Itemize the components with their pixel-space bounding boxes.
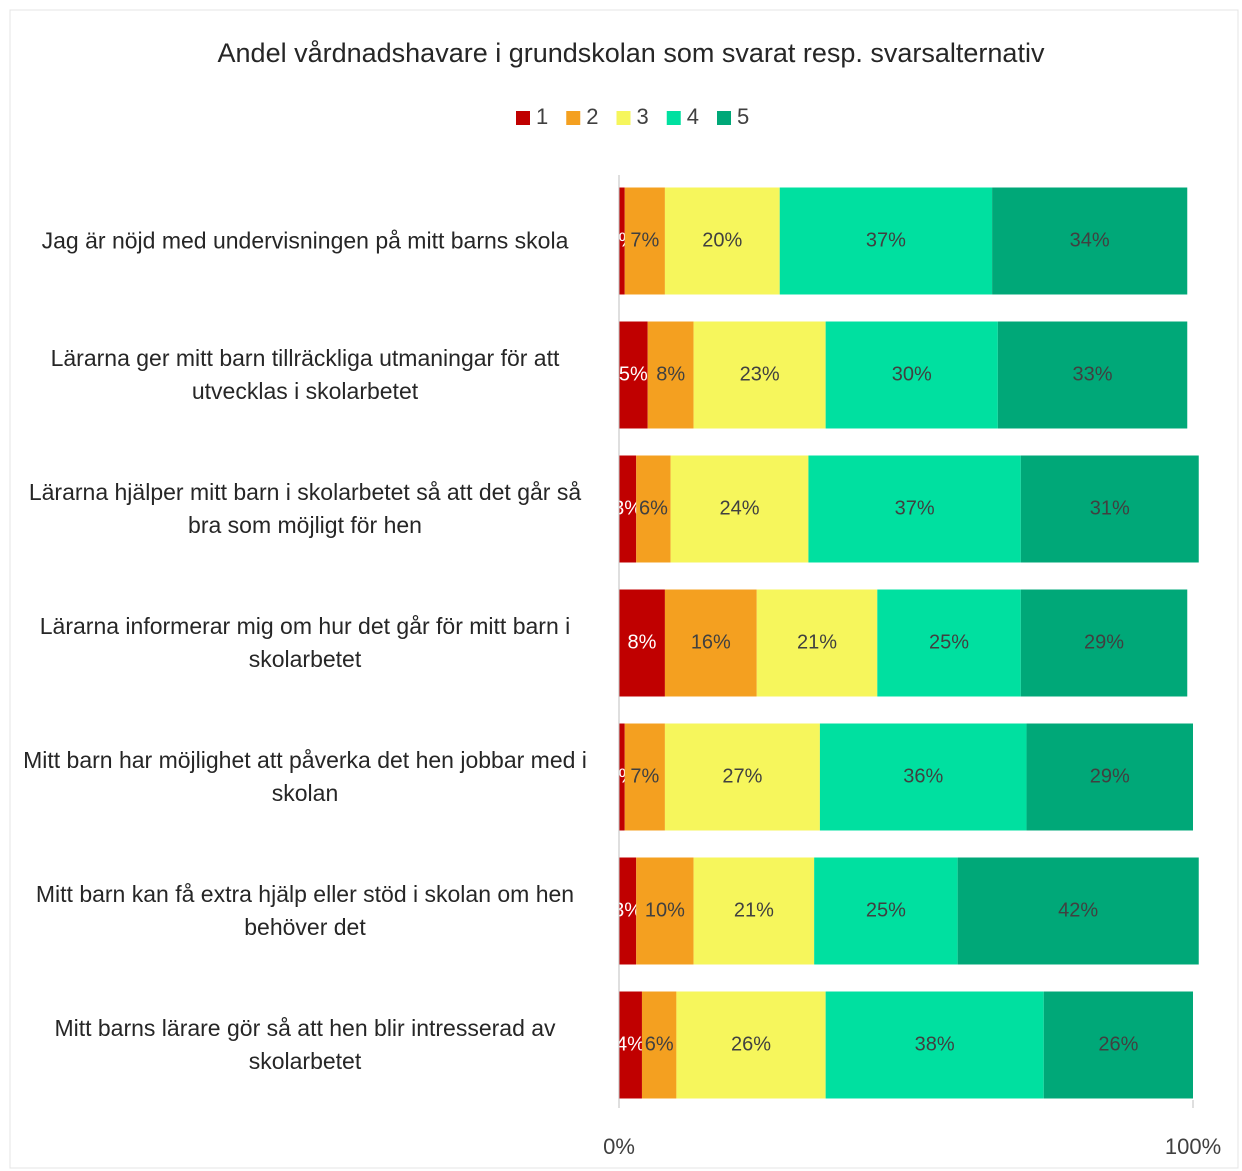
legend-label: 2: [586, 104, 598, 129]
legend-label: 1: [536, 104, 548, 129]
data-label: 37%: [895, 497, 935, 519]
data-label: 24%: [720, 497, 760, 519]
bar-segment: [1043, 991, 1193, 1099]
bar-segment: [641, 991, 677, 1099]
data-label: 34%: [1070, 229, 1110, 251]
data-label: 6%: [639, 497, 668, 519]
data-label: 4%: [616, 1033, 645, 1055]
bar-segment: [636, 455, 671, 563]
bar-segment: [693, 857, 815, 965]
bar-segment: [957, 857, 1199, 965]
data-label: 26%: [1098, 1033, 1138, 1055]
category-label: Lärarna hjälper mitt barn i skolarbetet …: [28, 479, 582, 538]
bar-segment: [676, 991, 826, 1099]
bar-segment: [664, 187, 780, 295]
category-label: Mitt barns lärare gör så att hen blir in…: [54, 1015, 556, 1074]
data-label: 8%: [628, 631, 657, 653]
bar-segment: [819, 723, 1027, 831]
bar-segment: [779, 187, 993, 295]
bar-segment: [619, 723, 625, 831]
bar-segment: [664, 589, 757, 697]
category-label: Lärarna ger mitt barn tillräckliga utman…: [50, 345, 560, 404]
data-label: 36%: [903, 765, 943, 787]
data-label: 29%: [1084, 631, 1124, 653]
bar-segment: [825, 321, 998, 429]
data-label: 33%: [1073, 363, 1113, 385]
data-label: 21%: [734, 899, 774, 921]
bar-segment: [1020, 455, 1199, 563]
data-label: 23%: [740, 363, 780, 385]
chart-border: [9, 9, 1239, 1169]
legend-swatch: [516, 111, 530, 125]
data-label: 30%: [892, 363, 932, 385]
data-label: 21%: [797, 631, 837, 653]
bar-segment: [636, 857, 694, 965]
bar-segment: [814, 857, 958, 965]
bar-segment: [1026, 723, 1193, 831]
data-label: 8%: [656, 363, 685, 385]
bar-segment: [992, 187, 1188, 295]
legend-swatch: [566, 111, 581, 125]
legend-label: 5: [737, 104, 749, 129]
category-label: Mitt barn har möjlighet att påverka det …: [23, 747, 587, 806]
data-label: 20%: [702, 229, 742, 251]
bar-segment: [756, 589, 878, 697]
data-label: 29%: [1090, 765, 1130, 787]
category-label: Mitt barn kan få extra hjälp eller stöd …: [35, 881, 575, 940]
data-label: 3%: [613, 497, 642, 519]
data-label: 5%: [619, 363, 648, 385]
bar-segment: [624, 187, 665, 295]
bar-segment: [647, 321, 694, 429]
legend-label: 4: [687, 104, 699, 129]
bar-segment: [808, 455, 1021, 563]
data-label: 10%: [645, 899, 685, 921]
data-label: 31%: [1090, 497, 1130, 519]
bar-segment: [619, 321, 648, 429]
bar-segment: [877, 589, 1021, 697]
bar-segment: [997, 321, 1188, 429]
bar-segment: [619, 455, 637, 563]
bar-segment: [619, 857, 637, 965]
bar-segment: [693, 321, 826, 429]
x-tick-label: 100%: [1165, 1134, 1221, 1159]
chart-title: Andel vårdnadshavare i grundskolan som s…: [218, 38, 1045, 68]
data-label: 25%: [929, 631, 969, 653]
category-label: Jag är nöjd med undervisningen på mitt b…: [41, 227, 569, 254]
bar-segment: [619, 589, 665, 697]
bar-segment: [619, 187, 625, 295]
legend-swatch: [616, 111, 631, 125]
data-label: 42%: [1058, 899, 1098, 921]
category-label: Lärarna informerar mig om hur det går fö…: [39, 613, 571, 672]
legend-swatch: [666, 111, 681, 125]
bar-segment: [664, 723, 820, 831]
legend-swatch: [717, 111, 731, 125]
data-label: 25%: [866, 899, 906, 921]
bar-segment: [624, 723, 665, 831]
bar-segment: [670, 455, 809, 563]
bar-segment: [1020, 589, 1188, 697]
data-label: 26%: [731, 1033, 771, 1055]
data-label: 37%: [866, 229, 906, 251]
bar-segment: [825, 991, 1044, 1099]
data-label: 7%: [630, 229, 659, 251]
data-label: 3%: [613, 899, 642, 921]
bar-segment: [619, 991, 642, 1099]
data-label: 6%: [645, 1033, 674, 1055]
legend-label: 3: [637, 104, 649, 129]
data-label: 27%: [722, 765, 762, 787]
x-tick-label: 0%: [603, 1134, 635, 1159]
data-label: 7%: [630, 765, 659, 787]
data-label: 16%: [691, 631, 731, 653]
data-label: 38%: [915, 1033, 955, 1055]
